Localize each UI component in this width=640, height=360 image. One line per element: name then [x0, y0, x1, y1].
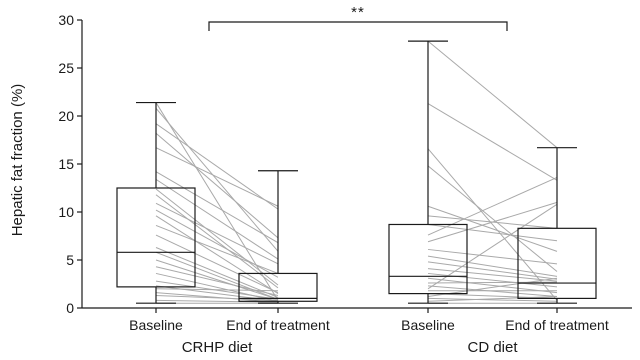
paired-line — [155, 234, 279, 294]
y-tick-label: 30 — [58, 12, 74, 28]
paired-line — [427, 223, 558, 242]
paired-line — [427, 272, 558, 288]
paired-line — [427, 255, 558, 277]
box-iqr — [238, 272, 318, 302]
y-tick-label: 10 — [58, 204, 74, 220]
group-label: CRHP diet — [182, 339, 253, 356]
y-tick-label: 25 — [58, 60, 74, 76]
paired-lines-layer — [155, 40, 558, 304]
paired-line — [155, 299, 279, 303]
paired-line — [155, 224, 279, 274]
paired-line — [155, 107, 279, 252]
significance-bracket — [208, 21, 508, 31]
x-category-label: End of treatment — [505, 317, 609, 333]
paired-line — [427, 40, 558, 149]
boxes-layer — [116, 40, 597, 304]
x-category-label: End of treatment — [226, 317, 330, 333]
paired-line — [155, 102, 279, 301]
paired-line — [427, 103, 558, 181]
group-label: CD diet — [467, 339, 518, 356]
paired-line — [155, 147, 279, 207]
paired-line — [155, 247, 279, 298]
paired-line — [155, 188, 279, 286]
paired-line — [427, 203, 558, 290]
paired-line — [155, 251, 279, 300]
paired-line — [427, 261, 558, 280]
box-iqr — [517, 227, 597, 300]
x-category-label: Baseline — [129, 317, 183, 333]
paired-line — [155, 288, 279, 292]
significance-label: ** — [351, 4, 365, 21]
paired-line — [155, 215, 279, 295]
paired-line — [155, 132, 279, 239]
y-tick-label: 20 — [58, 108, 74, 124]
paired-line — [427, 205, 558, 252]
y-tick-label: 5 — [66, 252, 74, 268]
paired-line — [427, 165, 558, 272]
labels-layer: Baseline End of treatment CRHP diet Baselin… — [129, 4, 609, 356]
paired-line — [155, 259, 279, 300]
paired-line — [155, 171, 279, 244]
paired-line — [155, 209, 279, 278]
paired-line — [427, 201, 558, 243]
y-tick-label: 0 — [66, 300, 74, 316]
paired-line — [427, 281, 558, 284]
paired-line — [427, 148, 558, 301]
paired-line — [427, 295, 558, 302]
paired-line — [427, 176, 558, 236]
paired-line — [427, 297, 558, 302]
y-axis-title: Hepatic fat fraction (%) — [9, 84, 26, 237]
box-iqr — [116, 187, 196, 288]
paired-line — [155, 178, 279, 260]
x-category-label: Baseline — [401, 317, 455, 333]
box-iqr — [388, 223, 468, 295]
axes-layer: 0 5 10 15 20 25 30 — [58, 12, 632, 316]
paired-line — [427, 248, 558, 265]
y-tick-label: 15 — [58, 156, 74, 172]
paired-line — [155, 123, 279, 210]
paired-line — [155, 194, 279, 289]
paired-line — [427, 268, 558, 282]
paired-line — [155, 202, 279, 265]
paired-line — [155, 295, 279, 301]
